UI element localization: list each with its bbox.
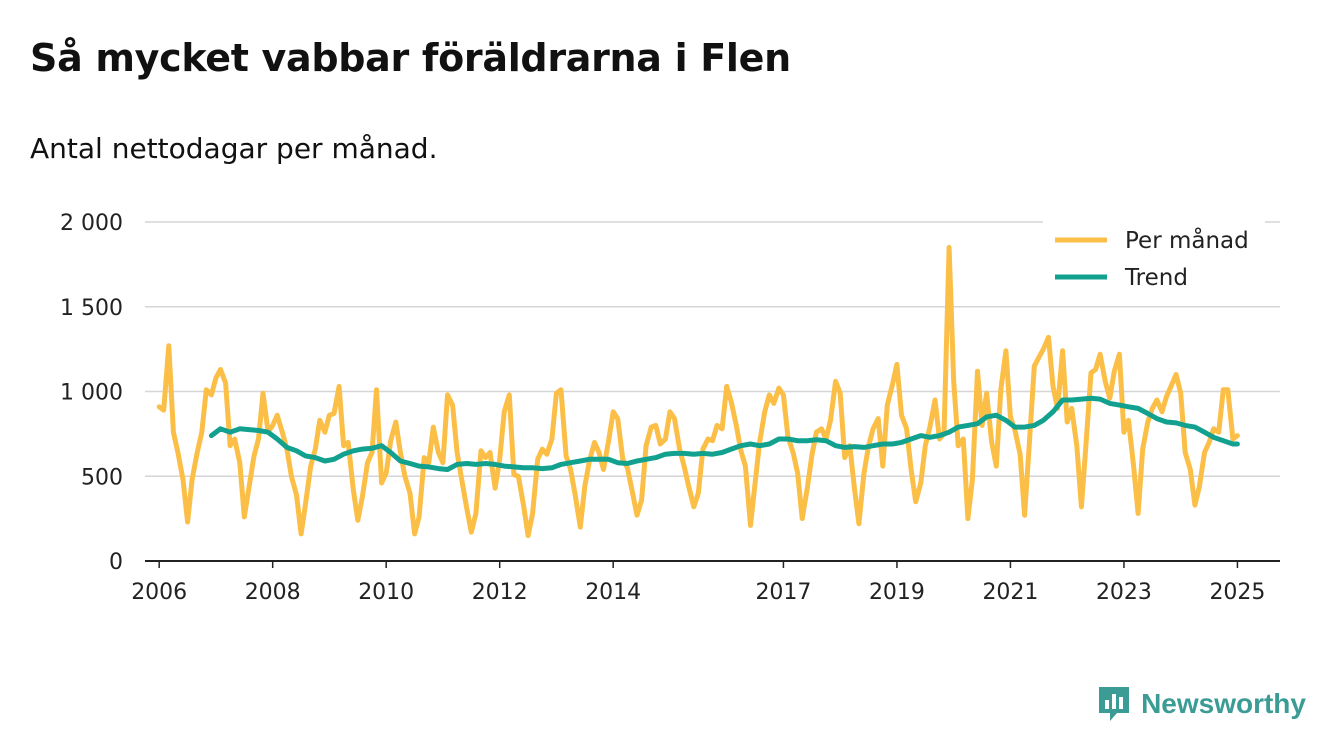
- legend-label: Trend: [1124, 265, 1188, 291]
- x-tick-label: 2006: [131, 580, 187, 605]
- y-tick-label: 0: [109, 550, 123, 575]
- chart-title: Så mycket vabbar föräldrarna i Flen: [30, 36, 791, 80]
- x-tick-label: 2023: [1096, 580, 1152, 605]
- x-tick-label: 2017: [755, 580, 811, 605]
- x-axis: 2006 2008 2010 2012 2014 2017 2019 2021 2023 2025: [131, 560, 1280, 605]
- legend-label: Per månad: [1125, 226, 1249, 254]
- chart-subtitle: Antal nettodagar per månad.: [30, 132, 438, 165]
- x-tick-label: 2025: [1209, 580, 1265, 605]
- series-lines: [156, 244, 1240, 539]
- y-tick-label: 2 000: [60, 211, 123, 236]
- brand-name: Newsworthy: [1141, 688, 1306, 719]
- x-tick-label: 2019: [869, 580, 925, 605]
- series-line-trend: [208, 395, 1240, 472]
- legend: Per månad Trend: [1043, 218, 1265, 302]
- x-tick-label: 2008: [245, 580, 301, 605]
- y-tick-label: 1 500: [60, 296, 123, 321]
- x-tick-label: 2021: [982, 580, 1038, 605]
- y-axis: 0 500 1 000 1 500 2 000: [60, 211, 123, 575]
- brand: Newsworthy: [1097, 685, 1306, 723]
- legend-background: [1043, 218, 1265, 302]
- x-tick-label: 2010: [358, 580, 414, 605]
- x-tick-label: 2014: [585, 580, 641, 605]
- x-tick-label: 2012: [472, 580, 528, 605]
- newsworthy-logo-icon: [1099, 687, 1130, 721]
- y-tick-label: 1 000: [60, 381, 123, 406]
- y-tick-label: 500: [81, 465, 123, 490]
